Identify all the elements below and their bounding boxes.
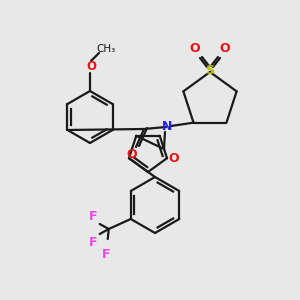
Text: F: F [88, 209, 97, 223]
Text: N: N [162, 119, 172, 133]
Text: O: O [220, 41, 230, 55]
Text: O: O [127, 148, 137, 161]
Text: S: S [206, 64, 214, 76]
Text: O: O [169, 152, 179, 165]
Text: F: F [88, 236, 97, 248]
Text: O: O [86, 59, 96, 73]
Text: F: F [101, 248, 110, 260]
Text: CH₃: CH₃ [96, 44, 116, 54]
Text: O: O [190, 41, 200, 55]
